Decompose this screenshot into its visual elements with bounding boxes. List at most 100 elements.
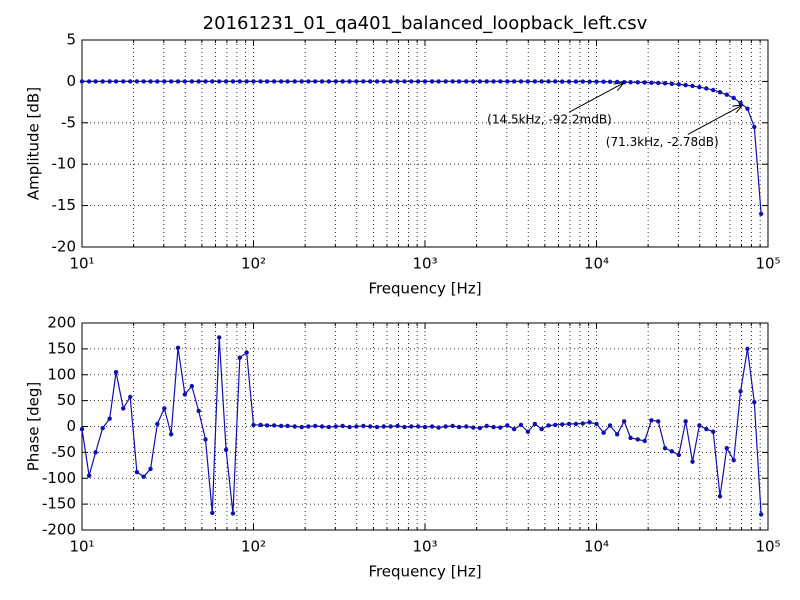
data-point — [367, 79, 373, 84]
data-point — [580, 421, 586, 426]
data-point — [464, 79, 469, 84]
data-point — [415, 424, 421, 429]
data-point — [251, 422, 256, 428]
y-tick-label: 0 — [66, 417, 76, 435]
data-point — [237, 355, 243, 360]
x-tick-label: 10⁵ — [755, 255, 780, 273]
data-point — [717, 494, 723, 499]
data-point — [189, 383, 195, 389]
data-point — [210, 510, 215, 516]
data-point — [223, 447, 229, 452]
data-point — [100, 425, 105, 431]
data-point — [313, 423, 318, 429]
data-point — [511, 426, 517, 432]
data-point — [731, 95, 736, 101]
data-point — [381, 424, 386, 429]
data-point — [525, 429, 531, 434]
data-point — [203, 79, 208, 84]
annotation: (14.5kHz, -92.2mdB) — [487, 113, 612, 127]
data-point — [573, 79, 579, 84]
data-point — [594, 79, 599, 84]
data-point — [113, 79, 119, 84]
data-point — [745, 346, 750, 352]
data-point — [731, 457, 736, 463]
data-point — [470, 425, 476, 430]
data-point — [361, 79, 366, 84]
plot-frame — [81, 39, 769, 248]
x-tick-label: 10³ — [412, 255, 437, 273]
data-point — [505, 423, 510, 428]
x-axis-label: Frequency [Hz] — [368, 280, 481, 298]
data-point — [580, 79, 586, 84]
x-tick-label: 10¹ — [69, 255, 94, 273]
data-point — [621, 419, 627, 424]
data-point — [244, 350, 249, 355]
data-point — [292, 424, 297, 429]
data-point — [107, 79, 112, 84]
data-point — [299, 424, 304, 430]
y-tick-label: -15 — [52, 196, 77, 214]
data-point — [662, 446, 668, 451]
x-tick-label: 10⁴ — [584, 255, 609, 273]
data-point — [607, 79, 613, 85]
data-point — [196, 408, 201, 414]
data-point — [326, 79, 332, 84]
data-point — [752, 399, 757, 405]
data-point — [148, 466, 153, 472]
data-point — [484, 79, 489, 84]
data-line — [82, 80, 762, 214]
data-point — [422, 79, 428, 84]
data-point — [168, 432, 174, 437]
data-point — [717, 89, 723, 95]
annotation-arrow — [568, 83, 623, 113]
data-point — [511, 79, 517, 84]
data-point — [539, 426, 544, 432]
data-point — [752, 124, 757, 130]
data-point — [168, 79, 174, 84]
data-point — [443, 79, 448, 84]
data-point — [505, 79, 510, 84]
data-point — [450, 79, 455, 84]
data-point — [553, 422, 558, 428]
data-point — [155, 421, 160, 427]
data-point — [347, 79, 352, 84]
data-point — [258, 79, 263, 84]
data-point — [374, 424, 380, 430]
data-point — [758, 211, 764, 217]
data-point — [217, 335, 222, 340]
data-point — [189, 79, 195, 84]
data-point — [518, 422, 524, 428]
chart-title: 20161231_01_qa401_balanced_loopback_left… — [203, 13, 648, 34]
y-tick-label: -5 — [61, 113, 76, 131]
data-point — [175, 345, 181, 351]
data-point — [223, 79, 229, 84]
data-point — [388, 424, 393, 429]
x-tick-label: 10² — [241, 255, 266, 273]
data-point — [333, 79, 339, 84]
data-point — [113, 369, 119, 375]
data-point — [429, 79, 435, 84]
data-point — [306, 424, 311, 429]
data-point — [443, 424, 448, 429]
data-point — [79, 79, 85, 84]
data-point — [79, 426, 85, 432]
data-point — [456, 424, 462, 430]
y-tick-label: -10 — [52, 155, 77, 173]
data-point — [662, 81, 668, 86]
data-point — [601, 79, 606, 84]
data-point — [127, 394, 133, 400]
data-point — [649, 80, 654, 85]
data-point — [628, 80, 633, 85]
data-point — [175, 79, 181, 84]
data-point — [635, 80, 640, 85]
data-point — [614, 79, 620, 85]
data-point — [532, 421, 538, 427]
data-point — [566, 421, 572, 427]
data-point — [566, 79, 572, 84]
data-point — [573, 421, 579, 427]
data-point — [107, 416, 112, 421]
data-point — [361, 423, 366, 429]
data-point — [758, 512, 764, 517]
data-point — [258, 422, 263, 428]
data-point — [402, 424, 407, 430]
